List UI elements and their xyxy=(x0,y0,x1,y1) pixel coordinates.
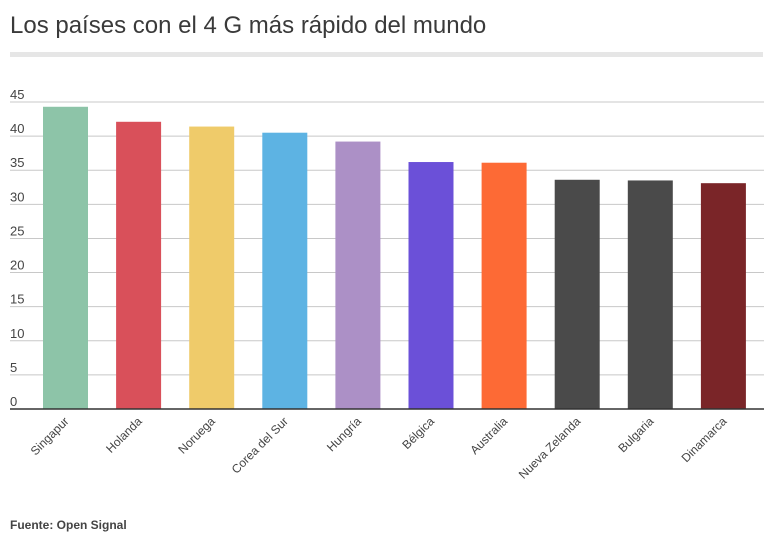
bar-corea-del-sur xyxy=(262,132,308,409)
bar-hungría xyxy=(335,141,381,409)
bar-noruega xyxy=(189,126,235,409)
bar-holanda xyxy=(116,121,162,409)
y-tick-label: 5 xyxy=(10,360,17,375)
x-tick-label: Holanda xyxy=(103,414,145,456)
bar-bélgica xyxy=(408,162,454,409)
y-tick-label: 40 xyxy=(10,121,24,136)
y-tick-label: 15 xyxy=(10,292,24,307)
y-tick-label: 20 xyxy=(10,258,24,273)
source-note: Fuente: Open Signal xyxy=(10,518,127,532)
bar-singapur xyxy=(43,106,88,409)
y-tick-label: 10 xyxy=(10,326,24,341)
bar-dinamarca xyxy=(700,183,746,409)
x-tick-label: Corea del Sur xyxy=(229,414,291,476)
y-tick-label: 25 xyxy=(10,223,24,238)
x-tick-label: Singapur xyxy=(28,414,72,458)
x-tick-label: Australia xyxy=(467,414,510,457)
y-tick-label: 35 xyxy=(10,155,24,170)
y-tick-label: 30 xyxy=(10,189,24,204)
x-tick-label: Noruega xyxy=(175,414,218,457)
x-tick-label: Bélgica xyxy=(399,414,437,452)
x-tick-label: Nueva Zelanda xyxy=(516,414,584,482)
x-tick-label: Bulgaria xyxy=(615,414,656,455)
chart-title: Los países con el 4 G más rápido del mun… xyxy=(10,12,487,39)
y-tick-label: 0 xyxy=(10,394,17,409)
title-divider xyxy=(10,52,763,57)
x-tick-label: Hungría xyxy=(324,414,364,454)
bar-nueva-zelanda xyxy=(554,179,600,409)
x-tick-label: Dinamarca xyxy=(679,414,730,465)
bar-australia xyxy=(481,162,527,409)
y-tick-label: 45 xyxy=(10,87,24,102)
bar-bulgaria xyxy=(627,180,673,409)
